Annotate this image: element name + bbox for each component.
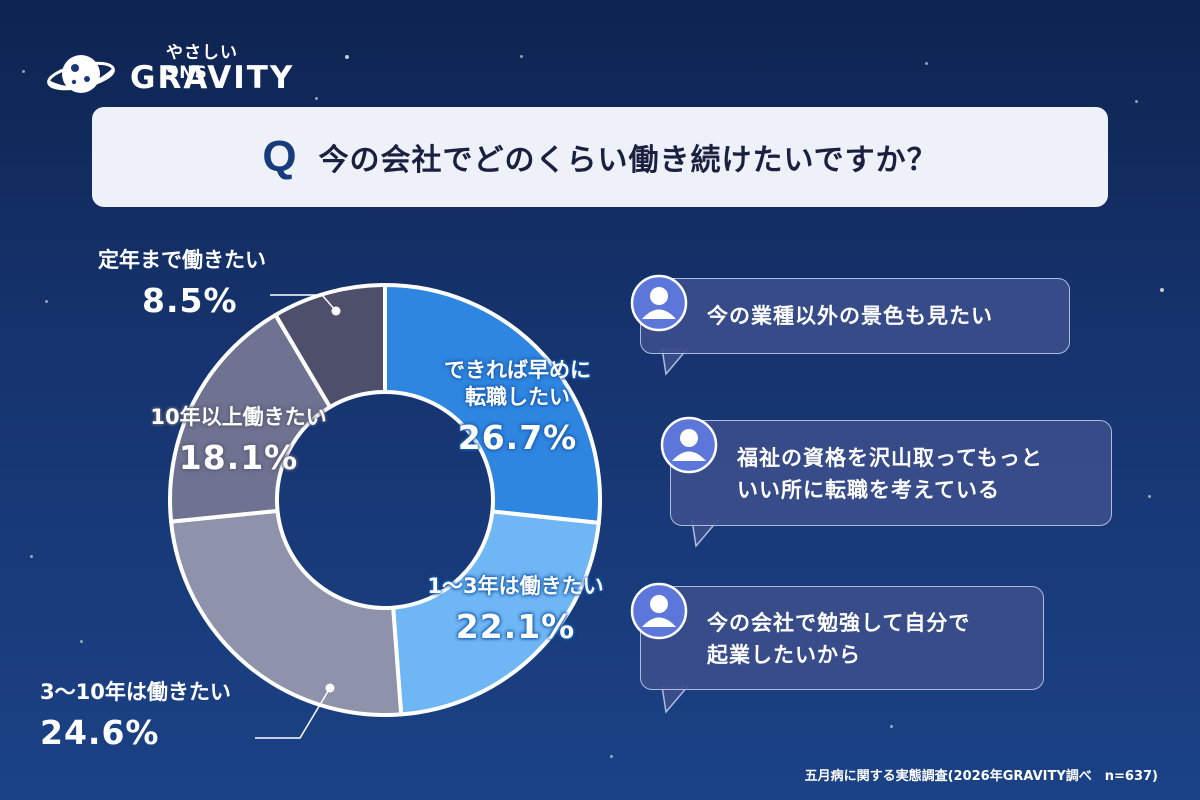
- comment-box-1: 今の業種以外の景色も見たい: [640, 278, 1070, 354]
- donut-slice-retire: [273, 283, 387, 410]
- comment-text-2-line2: いい所に転職を考えている: [737, 478, 1000, 502]
- slice-label-one-three: 1〜3年は働きたい 22.1%: [408, 573, 623, 648]
- footnote: 五月病に関する実態調査(2026年GRAVITY調べ n=637): [804, 769, 1158, 784]
- question-text: 今の会社でどのくらい働き続けたいですか？: [318, 143, 938, 178]
- comment-box-3: 今の会社で勉強して自分で 起業したいから: [640, 586, 1044, 690]
- comment-bubble-2: 福祉の資格を沢山取ってもっと いい所に転職を考えている: [660, 416, 1115, 550]
- slice-value-three-ten: 24.6%: [40, 713, 160, 752]
- star-decoration: [80, 640, 83, 643]
- comment-text-2-line1: 福祉の資格を沢山取ってもっと: [737, 446, 1043, 470]
- slice-value-one-three: 22.1%: [455, 607, 576, 646]
- donut-slice-one-three: [391, 509, 601, 717]
- logo-brand: GRAVITY: [130, 60, 295, 96]
- star-decoration: [45, 300, 48, 303]
- leader-line-three-ten: [255, 687, 331, 739]
- star-decoration: [22, 70, 25, 73]
- slice-category-one-three: 1〜3年は働きたい: [427, 574, 604, 598]
- user-avatar-icon: [630, 582, 688, 640]
- planet-icon: [47, 55, 115, 93]
- slice-label-early: できれば早めに 転職したい 26.7%: [430, 357, 605, 459]
- leader-line-retire: [270, 294, 337, 312]
- slice-category-early-line2: 転職したい: [465, 385, 570, 409]
- slice-label-retire: 定年まで働きたい 8.5%: [98, 247, 266, 322]
- slice-category-retire: 定年まで働きたい: [98, 248, 266, 272]
- star-decoration: [1135, 100, 1138, 103]
- comment-bubble-3: 今の会社で勉強して自分で 起業したいから: [630, 582, 1050, 718]
- donut-slice-ten-plus: [168, 312, 333, 524]
- leader-dot-three-ten: [325, 683, 335, 693]
- comment-text-3-line2: 起業したいから: [707, 643, 861, 667]
- comment-bubble-1: 今の業種以外の景色も見たい: [630, 274, 1070, 378]
- star-decoration: [315, 97, 318, 100]
- slice-label-three-ten: 3〜10年は働きたい 24.6%: [40, 679, 231, 754]
- logo: やさしいSNS GRAVITY: [46, 36, 292, 106]
- slice-category-ten-plus: 10年以上働きたい: [150, 405, 327, 429]
- slice-value-retire: 8.5%: [142, 281, 238, 320]
- question-mark: Q: [262, 132, 297, 181]
- user-avatar-icon: [660, 416, 718, 474]
- star-decoration: [890, 725, 893, 728]
- logo-tagline: やさしいSNS: [166, 43, 238, 83]
- leader-dot-retire: [331, 306, 341, 316]
- star-decoration: [1160, 288, 1164, 292]
- slice-category-early-line1: できれば早めに: [444, 358, 591, 382]
- bubble-tail: [661, 686, 689, 714]
- star-decoration: [520, 55, 523, 58]
- star-decoration: [30, 555, 33, 558]
- star-decoration: [925, 62, 928, 65]
- user-avatar-icon: [630, 274, 688, 332]
- donut-slice-three-ten: [169, 508, 404, 717]
- comment-box-2: 福祉の資格を沢山取ってもっと いい所に転職を考えている: [670, 420, 1112, 526]
- slice-label-ten-plus: 10年以上働きたい 18.1%: [136, 404, 341, 479]
- slice-value-early: 26.7%: [457, 418, 578, 457]
- slice-category-three-ten: 3〜10年は働きたい: [40, 680, 231, 704]
- donut-slice-early: [383, 283, 602, 525]
- star-decoration: [610, 755, 613, 758]
- star-decoration: [345, 55, 349, 59]
- question-banner: Q 今の会社でどのくらい働き続けたいですか？: [92, 107, 1108, 207]
- comment-text-3-line1: 今の会社で勉強して自分で: [707, 611, 971, 635]
- slice-value-ten-plus: 18.1%: [178, 438, 299, 477]
- star-decoration: [1148, 495, 1151, 498]
- comment-text-1: 今の業種以外の景色も見たい: [707, 304, 993, 328]
